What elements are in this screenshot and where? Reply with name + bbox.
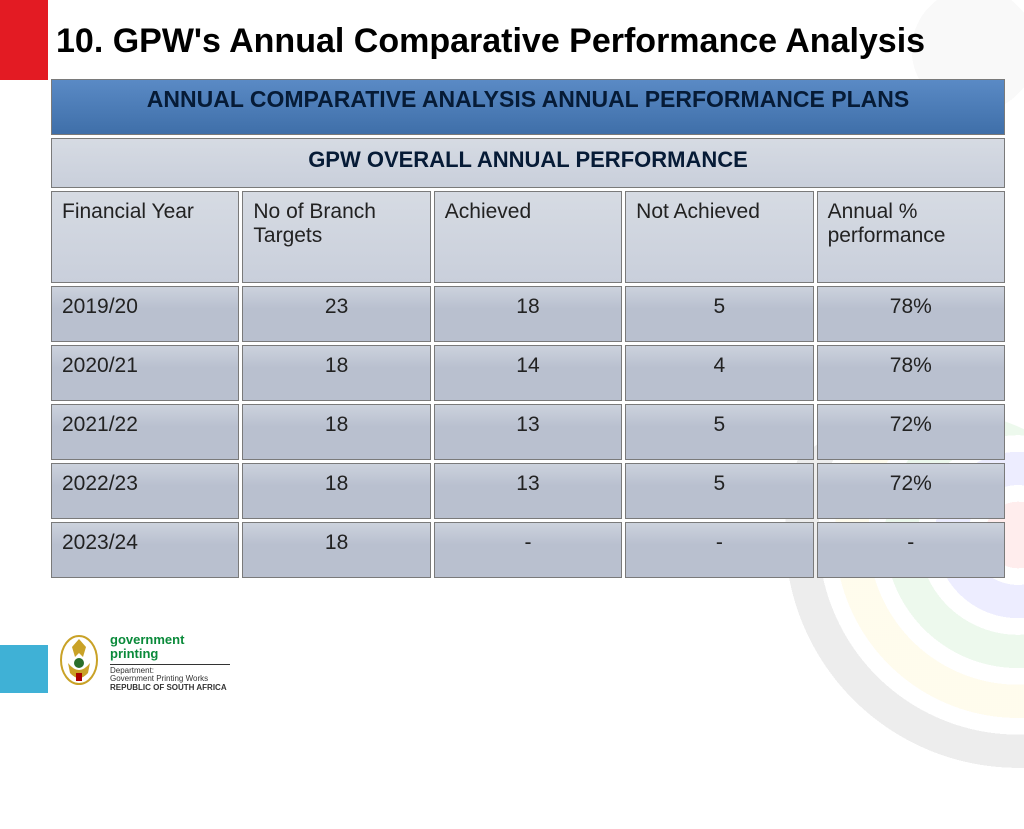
table-cell: 18	[242, 463, 430, 519]
table-cell: 5	[625, 286, 813, 342]
brand-line-1: government	[110, 633, 230, 647]
table-subtitle-row: GPW OVERALL ANNUAL PERFORMANCE	[51, 138, 1005, 188]
col-header-pct: Annual % performance	[817, 191, 1005, 283]
col-header-financial-year: Financial Year	[51, 191, 239, 283]
table-cell: 5	[625, 404, 813, 460]
table-cell: 18	[242, 345, 430, 401]
country-name: REPUBLIC OF SOUTH AFRICA	[110, 684, 230, 693]
table-cell: 13	[434, 404, 622, 460]
table-cell: 2023/24	[51, 522, 239, 578]
table-cell: 4	[625, 345, 813, 401]
table-cell: 13	[434, 463, 622, 519]
table-row: 2021/221813572%	[51, 404, 1005, 460]
table-row: 2019/202318578%	[51, 286, 1005, 342]
table-row: 2020/211814478%	[51, 345, 1005, 401]
page-title: 10. GPW's Annual Comparative Performance…	[56, 22, 925, 61]
table-cell: 23	[242, 286, 430, 342]
table-subtitle: GPW OVERALL ANNUAL PERFORMANCE	[51, 138, 1005, 188]
table-cell: 2022/23	[51, 463, 239, 519]
table-cell: 2020/21	[51, 345, 239, 401]
table-cell: 18	[242, 404, 430, 460]
table-cell: -	[817, 522, 1005, 578]
performance-table-container: ANNUAL COMPARATIVE ANALYSIS ANNUAL PERFO…	[48, 76, 1008, 581]
table-cell: 5	[625, 463, 813, 519]
table-cell: 78%	[817, 345, 1005, 401]
table-cell: 72%	[817, 404, 1005, 460]
brand-line-2: printing	[110, 647, 230, 664]
table-cell: 2019/20	[51, 286, 239, 342]
table-cell: 18	[434, 286, 622, 342]
table-header-row: Financial Year No of Branch Targets Achi…	[51, 191, 1005, 283]
table-cell: -	[625, 522, 813, 578]
table-cell: 72%	[817, 463, 1005, 519]
performance-table: ANNUAL COMPARATIVE ANALYSIS ANNUAL PERFO…	[48, 76, 1008, 581]
blue-accent-square	[0, 645, 48, 693]
table-cell: -	[434, 522, 622, 578]
footer-logo-text: government printing Department: Governme…	[110, 633, 230, 693]
table-cell: 78%	[817, 286, 1005, 342]
table-cell: 14	[434, 345, 622, 401]
table-banner: ANNUAL COMPARATIVE ANALYSIS ANNUAL PERFO…	[51, 79, 1005, 135]
table-row: 2023/2418---	[51, 522, 1005, 578]
table-body: 2019/202318578%2020/211814478%2021/22181…	[51, 286, 1005, 578]
red-corner-accent	[0, 0, 48, 80]
table-cell: 2021/22	[51, 404, 239, 460]
col-header-not-achieved: Not Achieved	[625, 191, 813, 283]
table-row: 2022/231813572%	[51, 463, 1005, 519]
footer-logo-block: government printing Department: Governme…	[56, 633, 230, 693]
col-header-achieved: Achieved	[434, 191, 622, 283]
table-cell: 18	[242, 522, 430, 578]
table-banner-row: ANNUAL COMPARATIVE ANALYSIS ANNUAL PERFO…	[51, 79, 1005, 135]
col-header-targets: No of Branch Targets	[242, 191, 430, 283]
coat-of-arms-icon	[56, 633, 102, 687]
